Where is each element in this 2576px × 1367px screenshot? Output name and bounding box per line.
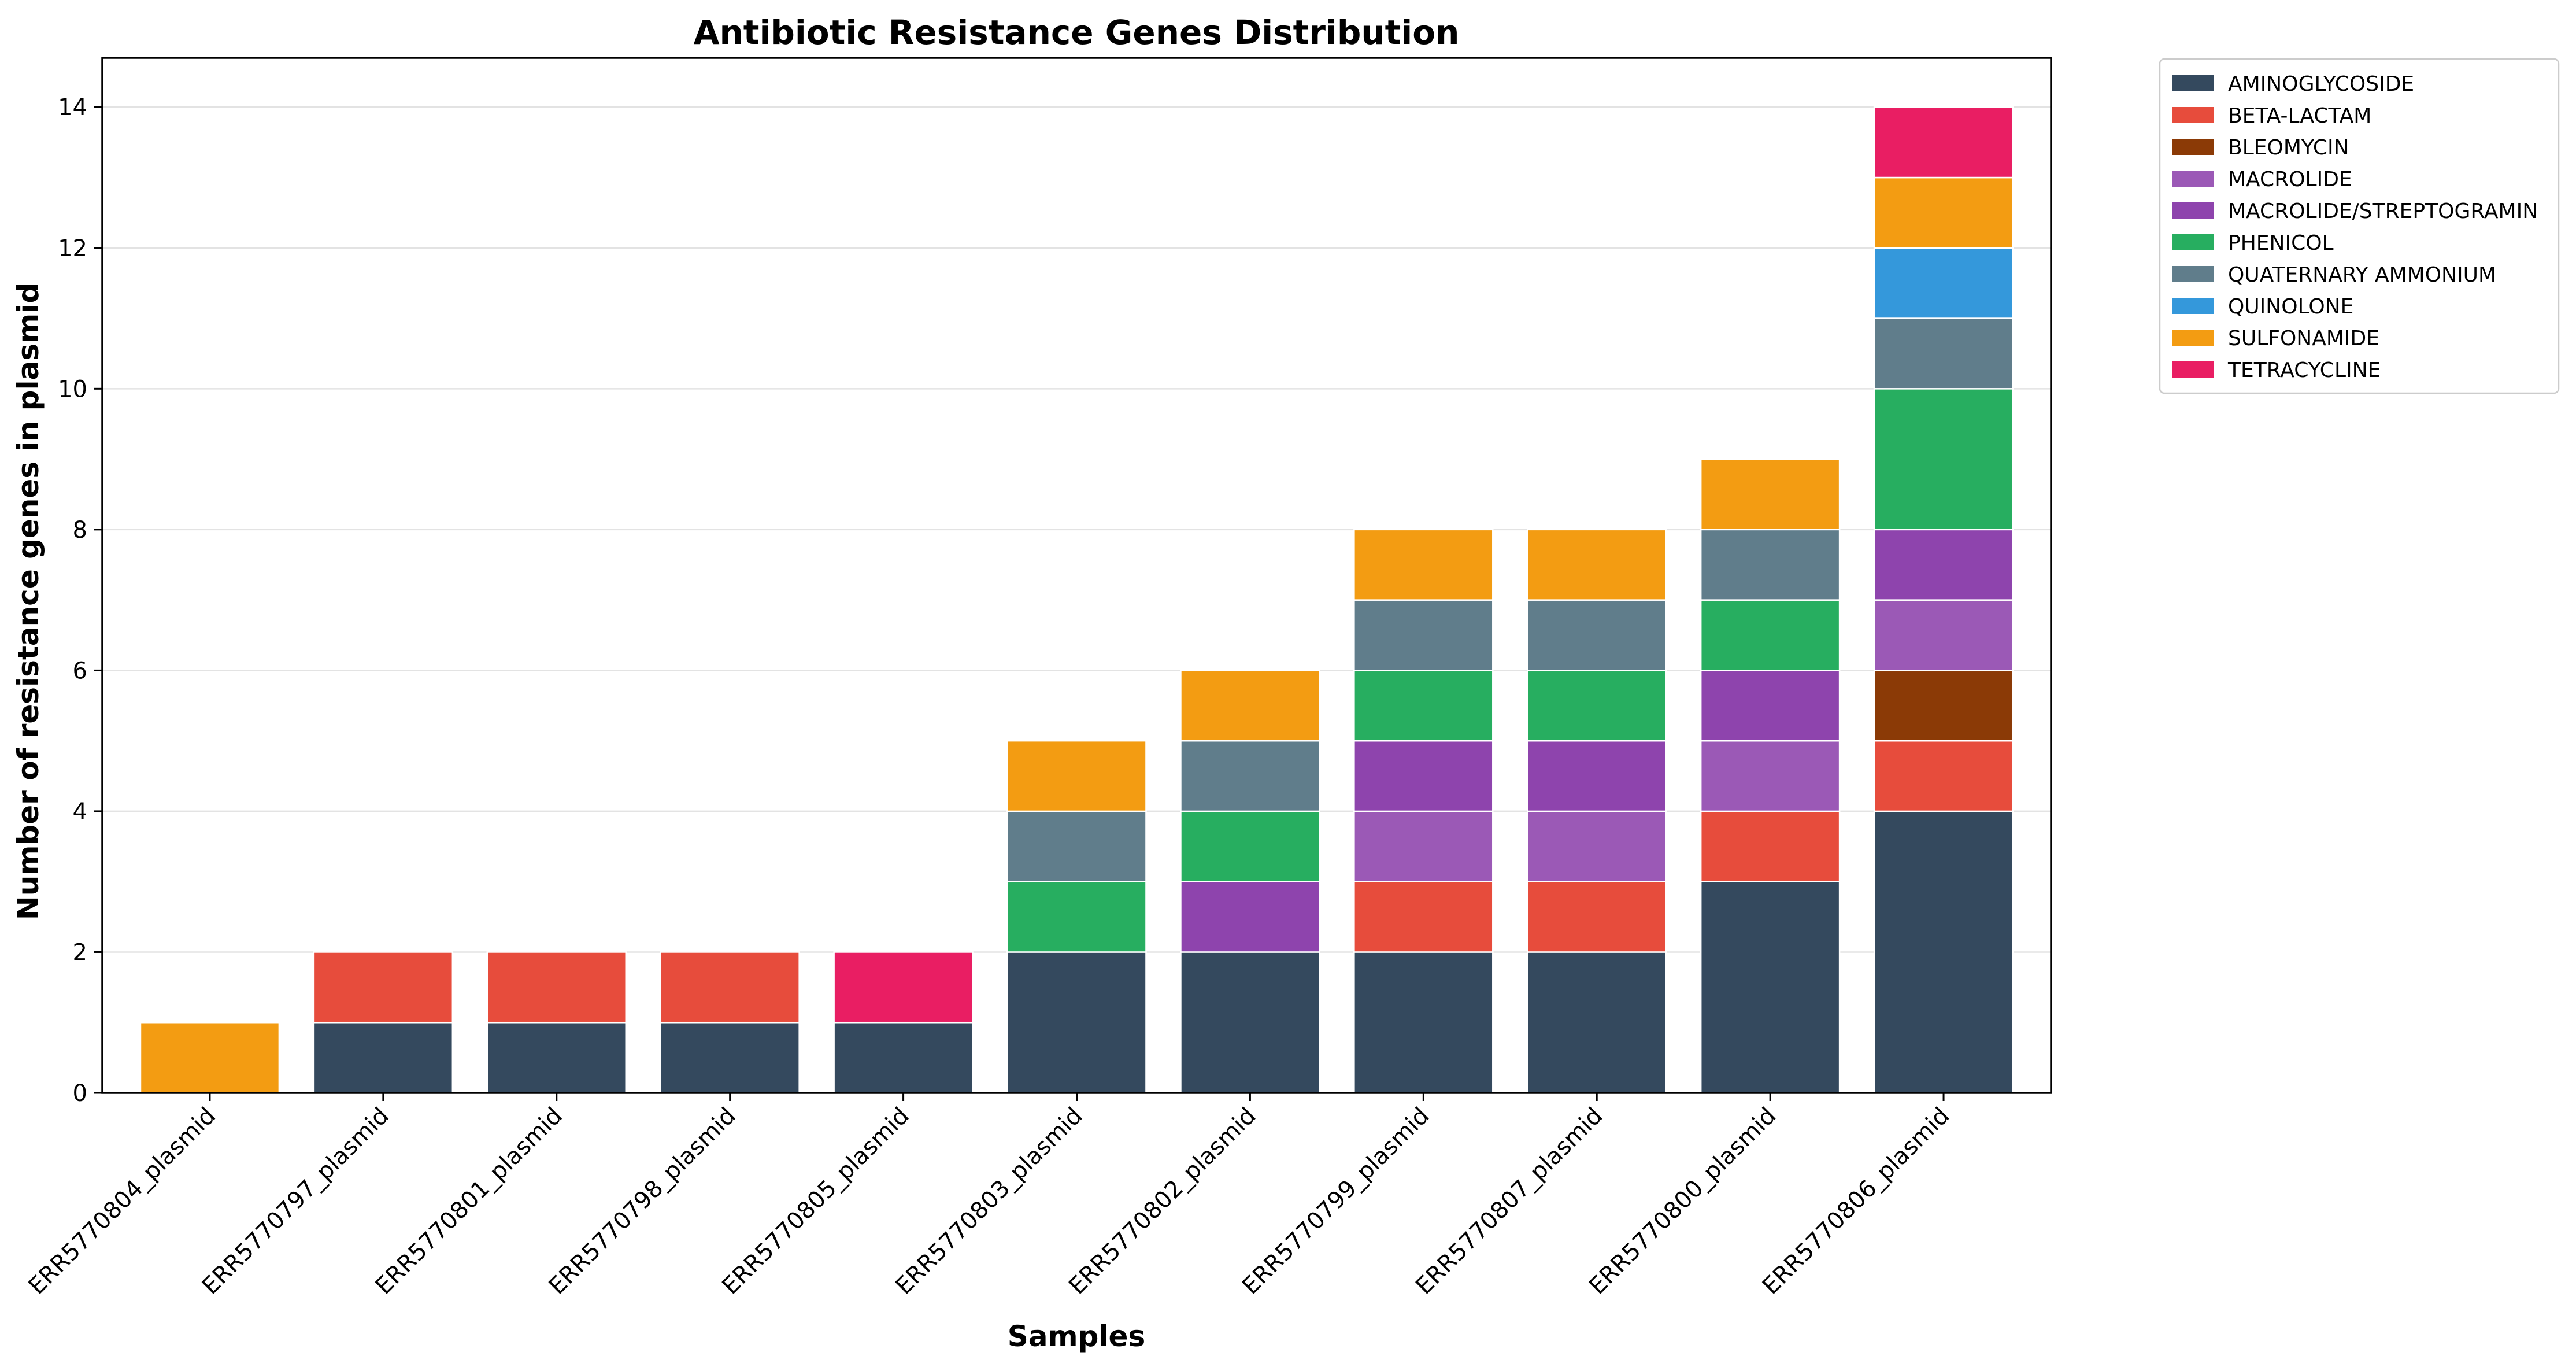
bar-segment [1873,247,2014,319]
legend-swatch [2172,298,2214,314]
y-axis-ticks: 0 2 4 6 8 10 12 14 [58,94,102,1107]
bar-segment [1527,881,1667,953]
bar-segment [1527,599,1667,671]
bar-segment [313,951,454,1024]
bar-segment [1353,599,1494,671]
bar-segment [1873,599,2014,671]
bar-segment [1700,810,1841,882]
bar-segment [486,1021,627,1094]
bar-segment [1873,106,2014,179]
y-tick-label: 0 [73,1080,87,1107]
bar-segment [1527,529,1667,601]
bar-segment [660,951,800,1024]
legend-label: PHENICOL [2228,231,2334,255]
bar-segment [1527,740,1667,812]
bar-segment [139,1021,280,1094]
bar-segment [1873,388,2014,531]
legend-label: QUATERNARY AMMONIUM [2228,263,2496,287]
legend-swatch [2172,330,2214,346]
bar-segment [1180,740,1320,812]
bar-segment [1180,951,1320,1094]
bar-segment [1873,810,2014,1094]
bars [139,106,2014,1094]
bar-segment [1353,810,1494,882]
bar-segment [1353,670,1494,742]
legend-swatch [2172,171,2214,187]
legend-label: QUINOLONE [2228,295,2353,319]
bar-segment [1527,951,1667,1094]
bar-segment [1700,529,1841,601]
y-axis-label: Number of resistance genes in plasmid [12,283,45,920]
legend-swatch [2172,139,2214,155]
legend-swatch [2172,234,2214,250]
bar-segment [1353,740,1494,812]
bar-segment [1527,670,1667,742]
y-tick-label: 10 [58,376,87,402]
legend: AMINOGLYCOSIDE BETA-LACTAM BLEOMYCIN MACROL… [2159,58,2560,394]
bar-segment [1353,951,1494,1094]
bar-segment [1527,810,1667,882]
bar-segment [1180,810,1320,882]
legend-label: MACROLIDE [2228,168,2352,191]
bar-segment [1006,881,1147,953]
bar-segment [1873,176,2014,249]
bar-segment [1873,740,2014,812]
bar-segment [1700,881,1841,1094]
legend-swatch [2172,75,2214,91]
legend-swatch [2172,266,2214,282]
bar-segment [486,951,627,1024]
bar-segment [1873,529,2014,601]
bar-segment [833,951,974,1024]
y-tick-label: 8 [73,517,87,544]
bar-segment [1353,881,1494,953]
chart-title: Antibiotic Resistance Genes Distribution [694,13,1460,52]
bar-segment [1700,670,1841,742]
legend-label: BLEOMYCIN [2228,136,2349,160]
y-tick-label: 12 [58,235,87,262]
bar-segment [1006,810,1147,882]
y-tick-label: 4 [73,799,87,825]
bar-segment [1180,881,1320,953]
bar-segment [1873,317,2014,390]
bar-segment [1873,670,2014,742]
bar-segment [1700,599,1841,671]
legend-label: BETA-LACTAM [2228,104,2371,128]
legend-swatch [2172,107,2214,123]
bar-segment [833,1021,974,1094]
legend-frame [2159,58,2560,394]
legend-label: SULFONAMIDE [2228,327,2379,350]
bar-segment [1180,670,1320,742]
y-tick-label: 6 [73,657,87,684]
bar-segment [660,1021,800,1094]
legend-label: MACROLIDE/STREPTOGRAMIN [2228,199,2538,223]
bar-segment [1700,740,1841,812]
legend-label: AMINOGLYCOSIDE [2228,72,2414,96]
bar-segment [1353,529,1494,601]
bar-segment [1006,951,1147,1094]
legend-label: TETRACYCLINE [2227,359,2381,382]
bar-segment [313,1021,454,1094]
y-tick-label: 14 [58,94,87,121]
x-axis-label: Samples [1008,1320,1145,1353]
bar-segment [1006,740,1147,812]
bar-segment [1700,458,1841,531]
legend-swatch [2172,202,2214,219]
y-tick-label: 2 [73,939,87,966]
legend-swatch [2172,361,2214,378]
